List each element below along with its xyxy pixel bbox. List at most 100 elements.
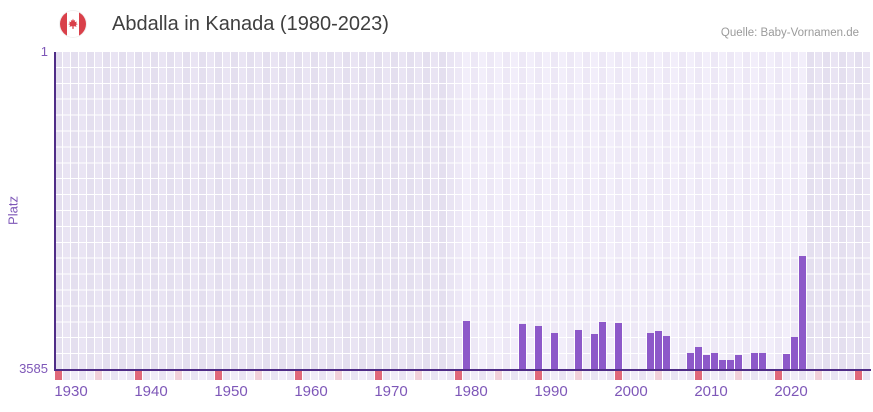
year-strip-cell xyxy=(799,371,806,380)
year-strip-cell xyxy=(727,371,734,380)
bar-2016[interactable] xyxy=(751,353,758,370)
year-strip-cell xyxy=(215,371,222,380)
year-strip-cell xyxy=(743,371,750,380)
year-strip-cell xyxy=(447,371,454,380)
y-tick-top: 1 xyxy=(40,44,48,59)
year-strip-cell xyxy=(87,371,94,380)
year-strip-cell xyxy=(231,371,238,380)
bar-2009[interactable] xyxy=(695,347,702,370)
year-strip-cell xyxy=(423,371,430,380)
bar-2020[interactable] xyxy=(783,354,790,370)
year-strip-cell xyxy=(487,371,494,380)
year-strip-cell xyxy=(575,371,582,380)
year-strip-cell xyxy=(279,371,286,380)
year-strip-cell xyxy=(207,371,214,380)
bar-2004[interactable] xyxy=(655,331,662,370)
x-tick-2020: 2020 xyxy=(774,383,808,400)
x-tick-1960: 1960 xyxy=(294,383,328,400)
bar-2012[interactable] xyxy=(719,360,726,370)
year-strip-cell xyxy=(415,371,422,380)
year-strip-cell xyxy=(111,371,118,380)
year-strip-cell xyxy=(359,371,366,380)
year-strip-cell xyxy=(823,371,830,380)
year-strip-cell xyxy=(151,371,158,380)
year-strip-cell xyxy=(807,371,814,380)
year-marker-strip xyxy=(55,371,871,380)
x-axis-line xyxy=(54,369,871,371)
year-strip-cell xyxy=(671,371,678,380)
year-strip-cell xyxy=(719,371,726,380)
year-strip-cell xyxy=(375,371,382,380)
bar-2022[interactable] xyxy=(799,256,806,370)
year-strip-cell xyxy=(511,371,518,380)
year-strip-cell xyxy=(271,371,278,380)
year-strip-cell xyxy=(751,371,758,380)
bar-1991[interactable] xyxy=(551,333,558,370)
year-strip-cell xyxy=(663,371,670,380)
bar-1987[interactable] xyxy=(519,324,526,370)
year-strip-cell xyxy=(55,371,62,380)
year-strip-cell xyxy=(615,371,622,380)
bar-2011[interactable] xyxy=(711,353,718,370)
bar-1996[interactable] xyxy=(591,334,598,370)
year-strip-cell xyxy=(847,371,854,380)
year-strip-cell xyxy=(335,371,342,380)
year-strip-cell xyxy=(559,371,566,380)
bar-2017[interactable] xyxy=(759,353,766,370)
year-strip-cell xyxy=(71,371,78,380)
year-strip-cell xyxy=(103,371,110,380)
year-strip-cell xyxy=(319,371,326,380)
year-strip-cell xyxy=(495,371,502,380)
bar-2010[interactable] xyxy=(703,355,710,370)
x-tick-1930: 1930 xyxy=(54,383,88,400)
year-strip-cell xyxy=(191,371,198,380)
year-strip-cell xyxy=(95,371,102,380)
bar-2008[interactable] xyxy=(687,353,694,370)
year-strip-cell xyxy=(527,371,534,380)
year-strip-cell xyxy=(439,371,446,380)
bar-1980[interactable] xyxy=(463,321,470,370)
maple-leaf-icon xyxy=(68,18,78,29)
year-strip-cell xyxy=(711,371,718,380)
bar-2003[interactable] xyxy=(647,333,654,370)
year-strip-cell xyxy=(519,371,526,380)
year-strip-cell xyxy=(463,371,470,380)
year-strip-cell xyxy=(199,371,206,380)
x-tick-1980: 1980 xyxy=(454,383,488,400)
year-strip-cell xyxy=(535,371,542,380)
bar-1997[interactable] xyxy=(599,322,606,370)
bar-2005[interactable] xyxy=(663,336,670,370)
year-strip-cell xyxy=(647,371,654,380)
year-strip-cell xyxy=(295,371,302,380)
year-strip-cell xyxy=(583,371,590,380)
year-strip-cell xyxy=(591,371,598,380)
y-axis-line xyxy=(54,52,56,370)
year-strip-cell xyxy=(687,371,694,380)
x-tick-1940: 1940 xyxy=(134,383,168,400)
year-strip-cell xyxy=(399,371,406,380)
year-strip-cell xyxy=(767,371,774,380)
year-strip-cell xyxy=(327,371,334,380)
year-strip-cell xyxy=(775,371,782,380)
year-strip-cell xyxy=(343,371,350,380)
bar-1989[interactable] xyxy=(535,326,542,370)
year-strip-cell xyxy=(639,371,646,380)
year-strip-cell xyxy=(471,371,478,380)
bar-1994[interactable] xyxy=(575,330,582,370)
year-strip-cell xyxy=(351,371,358,380)
bar-2014[interactable] xyxy=(735,355,742,370)
year-strip-cell xyxy=(783,371,790,380)
year-strip-cell xyxy=(631,371,638,380)
year-strip-cell xyxy=(655,371,662,380)
year-strip-cell xyxy=(855,371,862,380)
year-strip-cell xyxy=(623,371,630,380)
bar-2021[interactable] xyxy=(791,337,798,370)
bar-2013[interactable] xyxy=(727,360,734,370)
year-strip-cell xyxy=(863,371,870,380)
year-strip-cell xyxy=(311,371,318,380)
year-strip-cell xyxy=(607,371,614,380)
x-tick-1950: 1950 xyxy=(214,383,248,400)
bar-1999[interactable] xyxy=(615,323,622,370)
x-tick-1970: 1970 xyxy=(374,383,408,400)
